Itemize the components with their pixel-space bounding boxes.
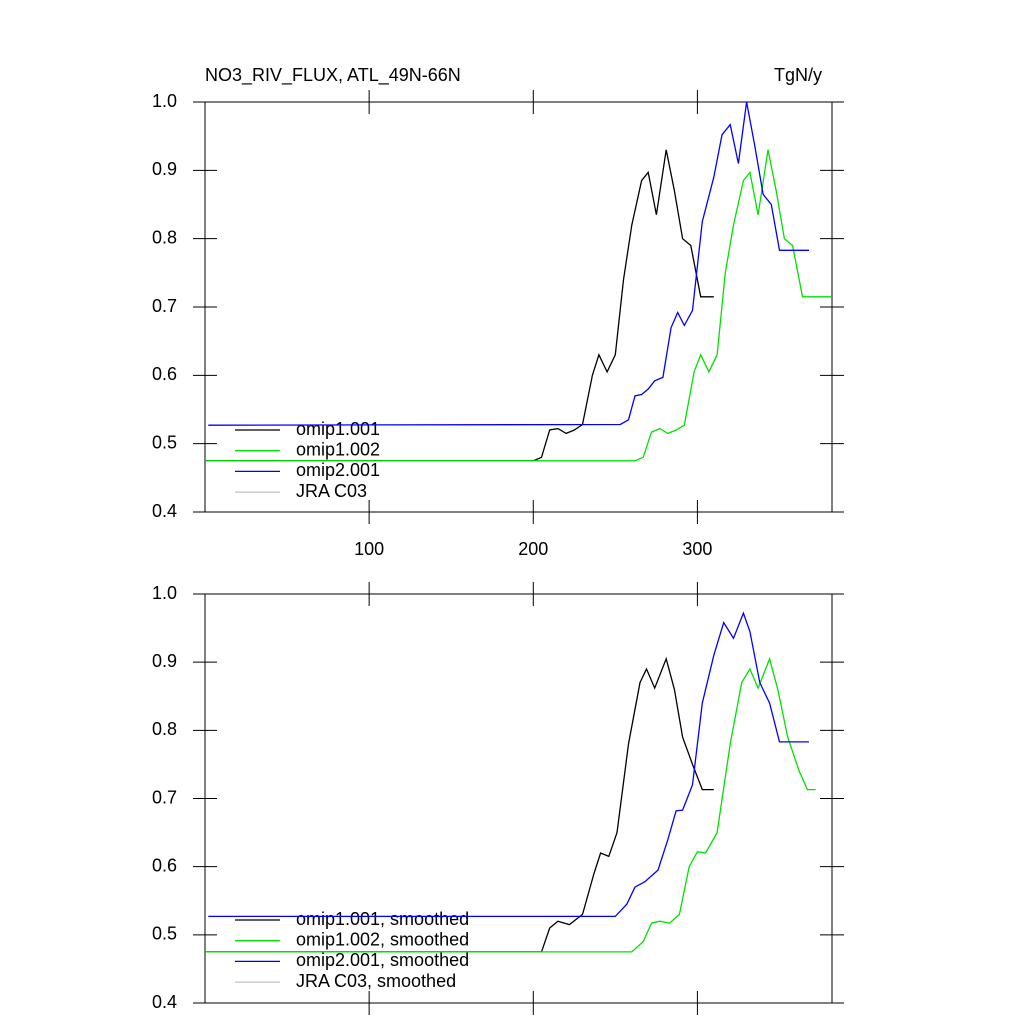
- legend-label: JRA C03, smoothed: [296, 971, 456, 991]
- legend-label: omip1.002, smoothed: [296, 929, 469, 949]
- y-tick-label: 0.8: [152, 227, 177, 247]
- y-tick-label: 0.5: [152, 924, 177, 944]
- x-tick-label: 100: [354, 539, 384, 559]
- legend-label: omip1.002: [296, 439, 380, 459]
- legend-label: omip1.001: [296, 419, 380, 439]
- data-line: [205, 149, 832, 462]
- y-tick-label: 0.7: [152, 787, 177, 807]
- y-tick-label: 0.6: [152, 855, 177, 875]
- data-line: [205, 656, 714, 953]
- legend-label: omip2.001, smoothed: [296, 950, 469, 970]
- y-tick-label: 0.4: [152, 501, 177, 521]
- data-line: [205, 656, 816, 953]
- data-line: [208, 611, 809, 918]
- y-tick-label: 1.0: [152, 91, 177, 111]
- x-tick-label: 300: [682, 539, 712, 559]
- legend-label: omip1.001, smoothed: [296, 909, 469, 929]
- chart-title: NO3_RIV_FLUX, ATL_49N-66N: [205, 65, 461, 86]
- data-line: [205, 149, 714, 462]
- y-tick-label: 0.5: [152, 432, 177, 452]
- y-tick-label: 0.9: [152, 159, 177, 179]
- units-label: TgN/y: [774, 65, 822, 85]
- legend-label: JRA C03: [296, 481, 367, 501]
- legend-label: omip2.001: [296, 460, 380, 480]
- y-tick-label: 1.0: [152, 583, 177, 603]
- y-tick-label: 0.6: [152, 364, 177, 384]
- y-tick-label: 0.4: [152, 992, 177, 1012]
- data-line: [208, 101, 809, 426]
- x-tick-label: 200: [518, 539, 548, 559]
- y-tick-label: 0.8: [152, 719, 177, 739]
- y-tick-label: 0.7: [152, 296, 177, 316]
- y-tick-label: 0.9: [152, 651, 177, 671]
